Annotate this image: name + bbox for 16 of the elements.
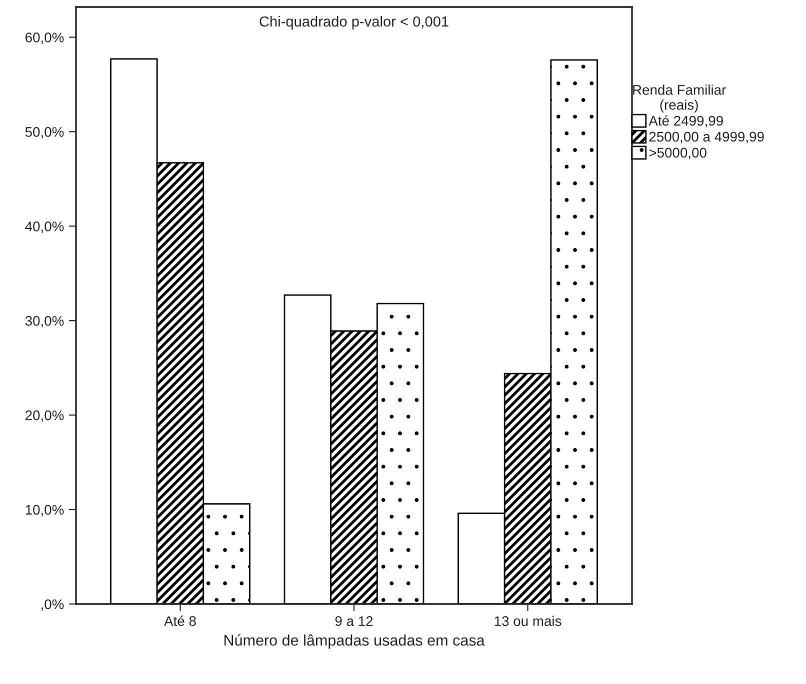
y-tick-label: 50,0% [25,127,64,138]
x-tick-label: 9 a 12 [335,616,373,626]
x-tick-label: 13 ou mais [494,616,562,626]
y-tick-label: 30,0% [25,316,64,328]
legend-label: >5000,00 [649,148,706,160]
y-tick-label: 10,0% [26,504,64,516]
legend-label: Até 2499,99 [648,115,723,128]
x-axis-title: Número de lâmpadas usadas em casa [224,634,485,649]
x-tick-label: Até 8 [164,616,196,626]
y-tick-label: 40,0% [25,221,64,233]
y-tick-label: ,0% [42,599,64,611]
annotation: Chi-quadrado p-valor < 0,001 [260,16,448,30]
legend-label: 2500,00 a 4999,99 [649,132,764,144]
legend-title: Renda Familiar (reais) [633,84,726,113]
y-tick-label: 60,0% [26,32,64,44]
y-tick-label: 20,0% [26,410,64,422]
